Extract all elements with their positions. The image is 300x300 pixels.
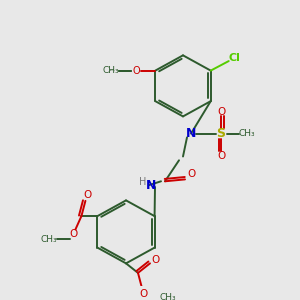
Text: Cl: Cl: [229, 53, 241, 63]
Text: O: O: [152, 254, 160, 265]
Text: CH₃: CH₃: [239, 129, 255, 138]
Text: CH₃: CH₃: [103, 66, 120, 75]
Text: methoxy: methoxy: [110, 70, 116, 71]
Text: H: H: [139, 177, 147, 187]
Text: O: O: [133, 66, 140, 76]
Text: O: O: [69, 229, 77, 239]
Text: O: O: [83, 190, 92, 200]
Text: N: N: [146, 178, 156, 192]
Text: N: N: [186, 127, 196, 140]
Text: O: O: [217, 106, 225, 117]
Text: CH₃: CH₃: [160, 293, 176, 300]
Text: O: O: [187, 169, 195, 179]
Text: O: O: [217, 151, 225, 160]
Text: O: O: [140, 289, 148, 299]
Text: S: S: [217, 127, 226, 140]
Text: CH₃: CH₃: [40, 235, 57, 244]
